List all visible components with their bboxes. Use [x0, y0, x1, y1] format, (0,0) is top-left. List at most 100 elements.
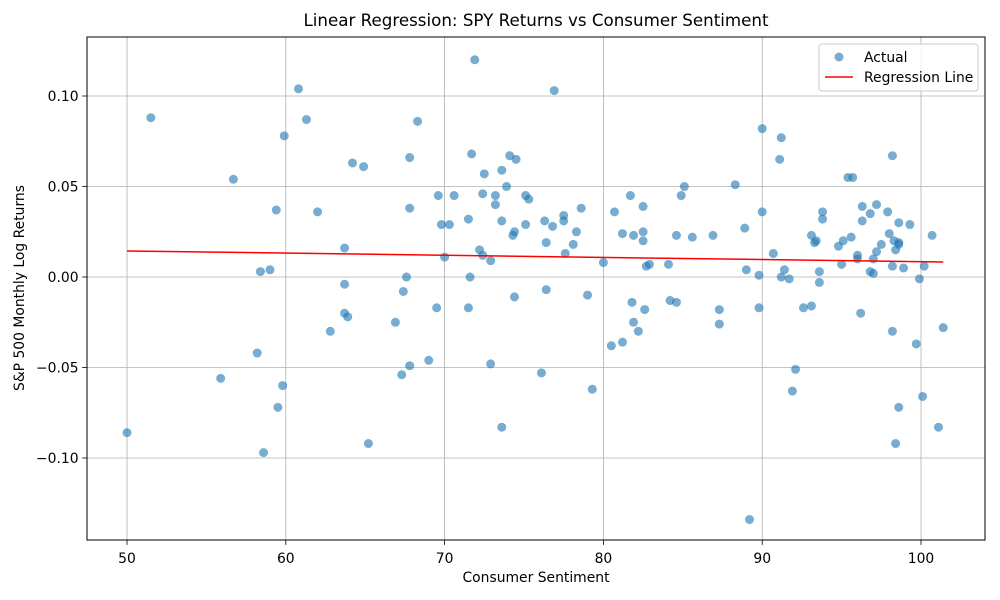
data-point — [606, 341, 616, 351]
scatter-points — [122, 55, 948, 525]
data-point — [583, 290, 593, 300]
data-point — [486, 359, 496, 369]
data-point — [405, 203, 415, 213]
data-point — [811, 236, 821, 246]
y-tick-label: 0.10 — [48, 89, 79, 105]
grid — [87, 37, 985, 540]
data-point — [838, 236, 848, 246]
data-point — [846, 232, 856, 242]
data-point — [919, 261, 929, 271]
data-point — [402, 272, 412, 282]
data-point — [730, 180, 740, 190]
data-point — [914, 274, 924, 284]
data-point — [216, 373, 226, 383]
data-point — [629, 230, 639, 240]
data-point — [798, 303, 808, 313]
data-point — [122, 428, 132, 438]
data-point — [787, 386, 797, 396]
data-point — [465, 272, 475, 282]
data-point — [638, 201, 648, 211]
data-point — [899, 263, 909, 273]
data-point — [559, 216, 569, 226]
data-point — [714, 319, 724, 329]
data-point — [671, 230, 681, 240]
data-point — [872, 247, 882, 257]
axes-frame — [86, 36, 986, 541]
axis-ticks: 50 60 70 80 90 100 −0.10 −0.05 0.00 0.05 0.10 — [36, 89, 934, 567]
data-point — [490, 200, 500, 210]
data-point — [776, 133, 786, 143]
data-point — [887, 326, 897, 336]
data-point — [852, 254, 862, 264]
data-point — [671, 297, 681, 307]
data-point — [294, 84, 304, 94]
data-point — [687, 232, 697, 242]
data-point — [625, 191, 635, 201]
data-point — [938, 323, 948, 333]
data-point — [933, 422, 943, 432]
data-point — [490, 191, 500, 201]
data-point — [265, 265, 275, 275]
data-point — [918, 391, 928, 401]
data-point — [524, 194, 534, 204]
data-point — [432, 303, 442, 313]
data-point — [405, 361, 415, 371]
regression-line — [127, 250, 944, 263]
data-point — [894, 218, 904, 228]
data-point — [397, 370, 407, 380]
data-point — [278, 381, 288, 391]
x-tick-label: 50 — [118, 551, 136, 567]
data-point — [359, 162, 369, 172]
data-point — [576, 203, 586, 213]
data-point — [791, 364, 801, 374]
data-point — [541, 285, 551, 295]
data-point — [779, 265, 789, 275]
data-point — [463, 303, 473, 313]
data-point — [540, 216, 550, 226]
data-point — [390, 317, 400, 327]
data-point — [740, 223, 750, 233]
data-point — [887, 261, 897, 271]
data-point — [449, 191, 459, 201]
data-point — [146, 113, 156, 123]
data-point — [502, 182, 512, 192]
data-point — [745, 515, 755, 525]
data-point — [856, 308, 866, 318]
x-axis-label: Consumer Sentiment — [462, 570, 610, 586]
data-point — [806, 301, 816, 311]
data-point — [363, 439, 373, 449]
data-point — [894, 402, 904, 412]
data-point — [894, 239, 904, 249]
data-point — [818, 214, 828, 224]
y-tick-label: −0.10 — [36, 451, 79, 467]
data-point — [664, 259, 674, 269]
data-point — [814, 277, 824, 287]
y-axis-label: S&P 500 Monthly Log Returns — [12, 185, 28, 391]
data-point — [497, 165, 507, 175]
data-point — [228, 174, 238, 184]
data-point — [629, 317, 639, 327]
data-point — [340, 243, 350, 253]
data-point — [279, 131, 289, 141]
x-tick-label: 60 — [277, 551, 295, 567]
data-point — [587, 384, 597, 394]
data-point — [478, 189, 488, 199]
legend-marker-actual — [834, 52, 844, 62]
data-point — [617, 337, 627, 347]
data-point — [883, 207, 893, 217]
legend-entry-regression: Regression Line — [825, 70, 973, 86]
legend-label-regression: Regression Line — [864, 70, 973, 86]
data-point — [424, 355, 434, 365]
legend-label-actual: Actual — [864, 50, 908, 66]
data-point — [436, 220, 446, 230]
data-point — [536, 368, 546, 378]
data-point — [259, 448, 269, 458]
data-point — [640, 305, 650, 315]
data-point — [463, 214, 473, 224]
regression-layer — [127, 250, 944, 263]
data-point — [440, 252, 450, 262]
data-point — [857, 216, 867, 226]
data-point — [676, 191, 686, 201]
data-point — [509, 292, 519, 302]
data-point — [887, 151, 897, 161]
